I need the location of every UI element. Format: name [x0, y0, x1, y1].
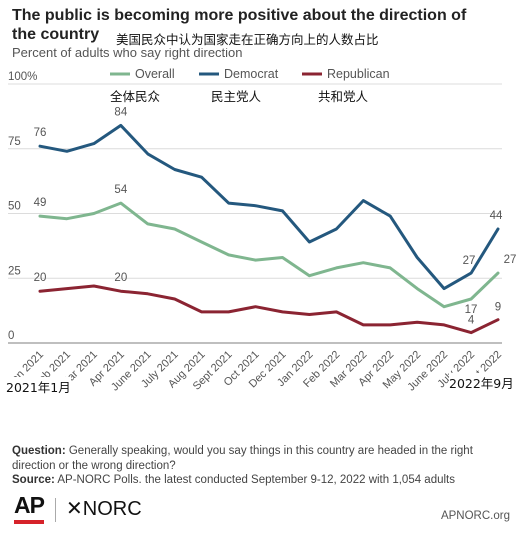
data-label: 54: [114, 184, 127, 196]
ap-logo-bar: [14, 520, 44, 524]
legend-democrat-cn: 民主党人: [211, 89, 262, 104]
site-link[interactable]: APNORC.org: [440, 510, 510, 522]
data-label: 27: [463, 255, 476, 267]
data-label: 44: [490, 210, 503, 222]
chinese-title-overlay: 美国民众中认为国家走在正确方向上的人数占比: [114, 29, 381, 48]
data-label: 17: [465, 304, 478, 316]
legend-label: Democrat: [224, 67, 279, 81]
data-label: 20: [114, 272, 127, 284]
data-label: 76: [34, 127, 47, 139]
question-text: Generally speaking, would you say things…: [12, 445, 473, 472]
chart-subtitle: Percent of adults who say right directio…: [12, 45, 243, 60]
start-date-cn: 2021年1月: [6, 377, 71, 396]
ap-logo: AP: [14, 492, 45, 518]
y-tick-label: 50: [8, 201, 21, 213]
data-label: 4: [468, 315, 475, 327]
data-label: 84: [114, 106, 127, 118]
legend-label: Republican: [327, 67, 390, 81]
data-label: 27: [504, 254, 517, 266]
source-text: AP-NORC Polls. the latest conducted Sept…: [54, 474, 455, 486]
series-line: [38, 284, 500, 335]
data-label: 9: [495, 302, 501, 314]
y-tick-label: 25: [8, 265, 21, 277]
y-tick-label: 0: [8, 330, 14, 342]
norc-logo: ✕NORC: [66, 498, 142, 520]
y-tick-label: 100%: [8, 71, 37, 83]
series-line: [38, 123, 500, 291]
logo-divider: [55, 498, 56, 522]
question-note: Question: Generally speaking, would you …: [12, 444, 512, 474]
y-tick-label: 75: [8, 136, 21, 148]
legend-label: Overall: [135, 67, 175, 81]
series-line: [38, 201, 500, 309]
source-label: Source:: [12, 474, 55, 486]
legend-overall-cn: 全体民众: [110, 89, 161, 104]
question-label: Question:: [12, 445, 66, 457]
end-date-cn: 2022年9月: [449, 373, 514, 392]
legend-republican-cn: 共和党人: [318, 89, 369, 104]
chart-title: The public is becoming more positive abo…: [12, 7, 467, 43]
source-note: Source: AP-NORC Polls. the latest conduc…: [12, 474, 512, 486]
data-label: 49: [34, 197, 47, 209]
data-label: 20: [34, 272, 47, 284]
